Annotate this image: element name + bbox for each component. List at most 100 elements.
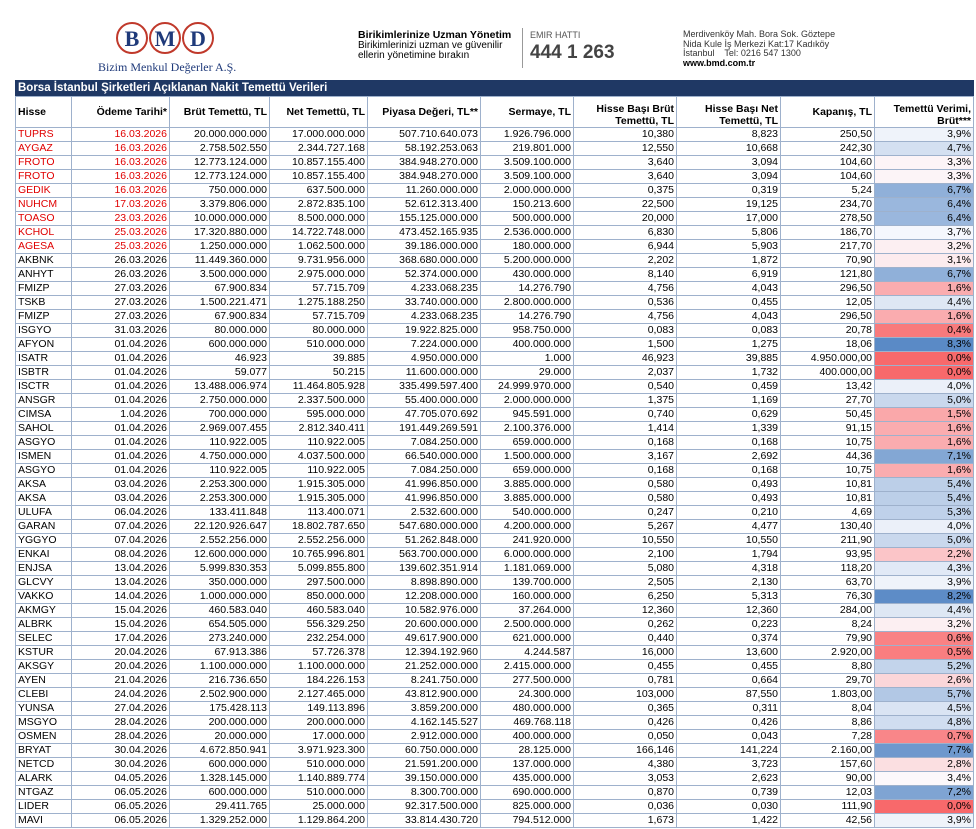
cell: 368.680.000.000: [367, 253, 481, 268]
cell: 5,24: [780, 183, 875, 198]
table-row: FMIZP 27.03.2026 67.900.834 57.715.709 4.233…: [15, 281, 974, 296]
cell: 1,339: [676, 421, 781, 436]
cell: 11.600.000.000: [367, 365, 481, 380]
cell: 8,3%: [874, 337, 974, 352]
company-name: Bizim Menkul Değerler A.Ş.: [98, 60, 237, 74]
cell: 3.971.923.300: [269, 743, 368, 758]
cell: 2.552.256.000: [269, 533, 368, 548]
cell: 6,250: [573, 589, 677, 604]
cell: 4,380: [573, 757, 677, 772]
ticker: GEDIK: [15, 183, 72, 198]
cell: 1.062.500.000: [269, 239, 368, 254]
ticker: ULUFA: [15, 505, 72, 520]
cell: 57.715.709: [269, 309, 368, 324]
cell: 0,664: [676, 673, 781, 688]
cell: 5,4%: [874, 491, 974, 506]
logo-ring: [149, 22, 181, 54]
cell: 50,45: [780, 407, 875, 422]
cell: 0,536: [573, 295, 677, 310]
cell: 11.449.360.000: [169, 253, 270, 268]
cell: 0,030: [676, 799, 781, 814]
cell: 400.000,00: [780, 365, 875, 380]
cell: 2,130: [676, 575, 781, 590]
cell: 200.000.000: [169, 715, 270, 730]
cell: 41.996.850.000: [367, 477, 481, 492]
website[interactable]: www.bmd.com.tr: [683, 57, 756, 68]
cell: 8,04: [780, 701, 875, 716]
cell: 556.329.250: [269, 617, 368, 632]
cell: 473.452.165.935: [367, 225, 481, 240]
cell: 1,732: [676, 365, 781, 380]
cell: 16.03.2026: [71, 183, 170, 198]
cell: 21.252.000.000: [367, 659, 481, 674]
ticker: CLEBI: [15, 687, 72, 702]
cell: 26.03.2026: [71, 253, 170, 268]
cell: 52.374.000.000: [367, 267, 481, 282]
address-line: İstanbul Tel: 0216 547 1300: [683, 48, 801, 58]
cell: 67.900.834: [169, 309, 270, 324]
cell: 400.000.000: [480, 337, 574, 352]
cell: 217,70: [780, 239, 875, 254]
cell: 3,9%: [874, 813, 974, 828]
cell: 24.999.970.000: [480, 379, 574, 394]
cell: 510.000.000: [269, 337, 368, 352]
cell: 3,9%: [874, 127, 974, 142]
cell: 15.04.2026: [71, 603, 170, 618]
cell: 12,360: [676, 603, 781, 618]
cell: 7.084.250.000: [367, 463, 481, 478]
cell: 16.03.2026: [71, 141, 170, 156]
cell: 42,56: [780, 813, 875, 828]
cell: 110.922.005: [269, 463, 368, 478]
cell: 3.859.200.000: [367, 701, 481, 716]
cell: 10,668: [676, 141, 781, 156]
ticker: AKSA: [15, 491, 72, 506]
table-row: ISCTR 01.04.2026 13.488.006.974 11.464.805.…: [15, 379, 974, 394]
cell: 13,42: [780, 379, 875, 394]
cell: 80.000.000: [269, 323, 368, 338]
cell: 149.113.896: [269, 701, 368, 716]
cell: 39.186.000.000: [367, 239, 481, 254]
cell: 175.428.113: [169, 701, 270, 716]
ticker: AFYON: [15, 337, 72, 352]
table-body: TUPRS 16.03.2026 20.000.000.000 17.000.000.…: [15, 127, 974, 828]
cell: 4.200.000.000: [480, 519, 574, 534]
cell: 5,0%: [874, 533, 974, 548]
separator: [522, 28, 523, 68]
cell: 01.04.2026: [71, 365, 170, 380]
cell: 5,3%: [874, 505, 974, 520]
cell: 66.540.000.000: [367, 449, 481, 464]
cell: 60.750.000.000: [367, 743, 481, 758]
cell: 8,24: [780, 617, 875, 632]
cell: 0,5%: [874, 645, 974, 660]
cell: 14.276.790: [480, 309, 574, 324]
cell: 4,318: [676, 561, 781, 576]
cell: 5,903: [676, 239, 781, 254]
cell: 39,885: [676, 351, 781, 366]
table-row: AYGAZ 16.03.2026 2.758.502.550 2.344.727.16…: [15, 141, 974, 156]
cell: 563.700.000.000: [367, 547, 481, 562]
cell: 12,360: [573, 603, 677, 618]
cell: 139.700.000: [480, 575, 574, 590]
cell: 600.000.000: [169, 337, 270, 352]
cell: 540.000.000: [480, 505, 574, 520]
address-line: Nida Kule İş Merkezi Kat:17 Kadıköy: [683, 38, 830, 49]
cell: 0,0%: [874, 365, 974, 380]
cell: 4,0%: [874, 519, 974, 534]
cell: 20.600.000.000: [367, 617, 481, 632]
cell: 460.583.040: [269, 603, 368, 618]
cell: 20,78: [780, 323, 875, 338]
cell: 1.926.796.000: [480, 127, 574, 142]
cell: 20.000.000.000: [169, 127, 270, 142]
cell: 27.03.2026: [71, 309, 170, 324]
cell: 510.000.000: [269, 757, 368, 772]
cell: 28.04.2026: [71, 729, 170, 744]
logo-letter: D: [190, 26, 206, 51]
cell: 6,4%: [874, 197, 974, 212]
cell: 4,5%: [874, 701, 974, 716]
ticker: LIDER: [15, 799, 72, 814]
table-row: ASGYO 01.04.2026 110.922.005 110.922.005 7.0…: [15, 435, 974, 450]
table-row: FMIZP 27.03.2026 67.900.834 57.715.709 4.233…: [15, 309, 974, 324]
cell: 33.814.430.720: [367, 813, 481, 828]
column-header: Hisse: [15, 96, 72, 128]
